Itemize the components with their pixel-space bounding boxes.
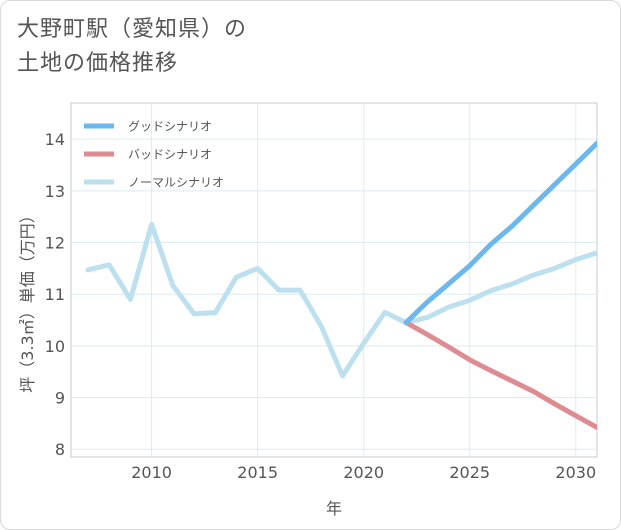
legend-label: ノーマルシナリオ <box>128 176 224 190</box>
y-tick-label: 11 <box>45 285 65 304</box>
y-tick-label: 14 <box>45 130 65 149</box>
legend-label: グッドシナリオ <box>128 120 212 134</box>
x-axis-title: 年 <box>326 499 342 518</box>
y-tick-label: 12 <box>45 234 65 253</box>
x-tick-label: 2025 <box>449 463 490 482</box>
x-tick-label: 2020 <box>343 463 384 482</box>
chart-title: 大野町駅（愛知県）の 土地の価格推移 <box>17 13 247 81</box>
chart-title-line-2: 土地の価格推移 <box>17 51 179 76</box>
grid-lines <box>71 103 597 457</box>
y-tick-label: 10 <box>45 337 65 356</box>
tick-labels: 8 9 10 11 12 13 14 2010 2015 2020 2025 2030 <box>45 130 597 482</box>
y-axis-title: 坪（3.3㎡）単価（万円） <box>18 207 37 392</box>
y-tick-label: 9 <box>55 389 65 408</box>
x-tick-label: 2010 <box>131 463 172 482</box>
x-tick-label: 2015 <box>237 463 278 482</box>
series-line-1 <box>403 320 597 430</box>
series-line-2 <box>85 221 597 379</box>
legend-label: バッドシナリオ <box>128 148 212 162</box>
x-tick-label: 2030 <box>555 463 596 482</box>
y-tick-label: 8 <box>55 440 65 459</box>
series-lines <box>85 140 597 430</box>
series-line-0 <box>403 140 597 326</box>
y-tick-label: 13 <box>45 182 65 201</box>
chart-title-line-1: 大野町駅（愛知県）の <box>17 17 248 42</box>
